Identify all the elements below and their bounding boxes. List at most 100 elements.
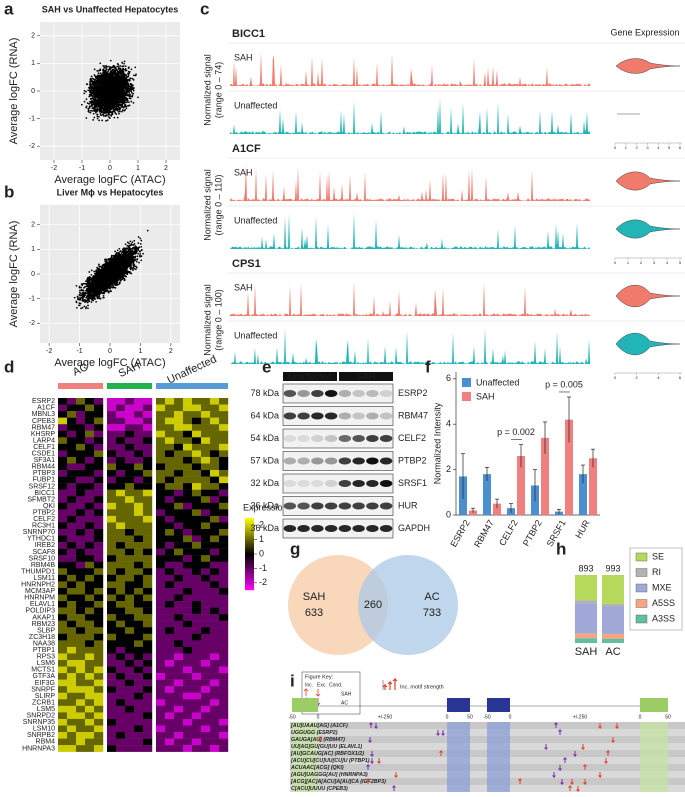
heatmap-cell — [67, 555, 77, 562]
heatmap-cell — [183, 620, 193, 628]
marker-label: 36 kDa — [250, 500, 279, 510]
heatmap-cell — [210, 535, 220, 543]
heatmap-cell — [58, 424, 68, 431]
heatmap-cell — [85, 705, 95, 713]
heatmap-cell — [85, 515, 95, 523]
heatmap-cell — [94, 699, 104, 707]
heatmap-cell — [210, 705, 220, 713]
heatmap-cell — [219, 673, 229, 680]
key-condition: AC — [341, 700, 348, 706]
heatmap-cell — [76, 404, 86, 412]
colorbar-step — [245, 545, 254, 549]
gene-label: SF3A1 — [34, 457, 56, 464]
heatmap-cell — [125, 646, 135, 654]
heatmap-cell — [156, 614, 166, 621]
heatmap-cell — [174, 673, 184, 680]
heatmap-cell — [94, 424, 104, 431]
condition-label: Unaffected — [234, 330, 277, 340]
heatmap-cell — [165, 633, 175, 641]
heatmap-cell — [143, 417, 153, 425]
heatmap-cell — [219, 489, 229, 497]
colorbar-step — [245, 539, 254, 543]
heatmap-cell — [125, 417, 135, 425]
heatmap-cell — [156, 398, 166, 405]
expr-tick-label: 2 — [636, 375, 639, 380]
heatmap-cell — [107, 660, 117, 667]
heatmap-cell — [125, 601, 135, 608]
heatmap-cell — [183, 509, 193, 517]
strength-arrow — [392, 677, 398, 690]
heatmap-cell — [210, 424, 220, 431]
heatmap-cell — [183, 529, 193, 536]
heatmap-cell — [134, 529, 144, 536]
heatmap-cell — [67, 476, 77, 484]
heatmap-cell — [107, 502, 117, 510]
x-tick-label: AC — [605, 646, 620, 658]
y-tick-label: -2 — [29, 143, 35, 150]
heatmap-cell — [67, 686, 77, 693]
heatmap-cell — [125, 463, 135, 471]
marker-label: 64 kDa — [250, 410, 279, 420]
heatmap-cell — [165, 712, 175, 720]
signal-track — [230, 97, 590, 134]
heatmap-cell — [219, 450, 229, 458]
heatmap-cell — [210, 529, 220, 536]
motif-label: [ACG][AC]A[ACU]A[AU]CA (IGF2BP3) — [290, 779, 386, 785]
signal-track — [230, 281, 590, 316]
colorbar-step — [245, 521, 254, 525]
heatmap-cell — [116, 594, 126, 602]
blot-strip — [282, 406, 394, 426]
heatmap-cell — [210, 548, 220, 556]
heatmap-cell — [143, 692, 153, 700]
heatmap-cell — [183, 627, 193, 634]
heatmap-cell — [174, 443, 184, 451]
blot-band — [283, 480, 297, 487]
heatmap-cell — [107, 581, 117, 589]
heatmap-cell — [192, 627, 202, 634]
heatmap-cell — [85, 640, 95, 648]
legend-tick-label: 1 — [259, 534, 264, 544]
heatmap-cell — [116, 515, 126, 523]
heatmap-cell — [85, 456, 95, 464]
heatmap-cell — [134, 607, 144, 615]
heatmap-cell — [174, 476, 184, 484]
heatmap-cell — [183, 666, 193, 674]
heatmap-cell — [67, 529, 77, 536]
axis-label: -50 — [483, 714, 490, 720]
y-tick-label: 2 — [31, 222, 35, 229]
heatmap-cell — [67, 496, 77, 503]
heatmap-cell — [107, 404, 117, 412]
heatmap-cell — [201, 483, 211, 490]
heatmap-cell — [143, 470, 153, 477]
heatmap-cell — [134, 411, 144, 418]
heatmap-cell — [134, 673, 144, 680]
heatmap-cell — [67, 666, 77, 674]
heatmap-cell — [174, 732, 184, 739]
heatmap-cell — [85, 718, 95, 726]
expr-tick-label: 2 — [640, 260, 643, 265]
heatmap-cell — [192, 725, 202, 733]
heatmap-cell — [165, 443, 175, 451]
heatmap-cell — [94, 411, 104, 418]
heatmap-cell — [143, 587, 153, 595]
heatmap-cell — [107, 594, 117, 602]
heatmap-cell — [143, 738, 153, 746]
heatmap-cell — [143, 411, 153, 418]
heatmap-cell — [125, 627, 135, 634]
heatmap-cell — [165, 411, 175, 418]
heatmap-cell — [201, 509, 211, 517]
heatmap-cell — [134, 692, 144, 700]
heatmap-cell — [76, 561, 86, 569]
heatmap-cell — [183, 450, 193, 458]
heatmap-cell — [219, 483, 229, 490]
heatmap-cell — [125, 745, 135, 752]
blot-band — [283, 502, 297, 510]
heatmap-cell — [143, 483, 153, 490]
heatmap-cell — [201, 718, 211, 726]
heatmap-cell — [76, 718, 86, 726]
heatmap-cell — [165, 601, 175, 608]
heatmap-cell — [58, 483, 68, 490]
heatmap-cell — [156, 640, 166, 648]
bar — [493, 503, 501, 515]
heatmap-cell — [156, 430, 166, 438]
